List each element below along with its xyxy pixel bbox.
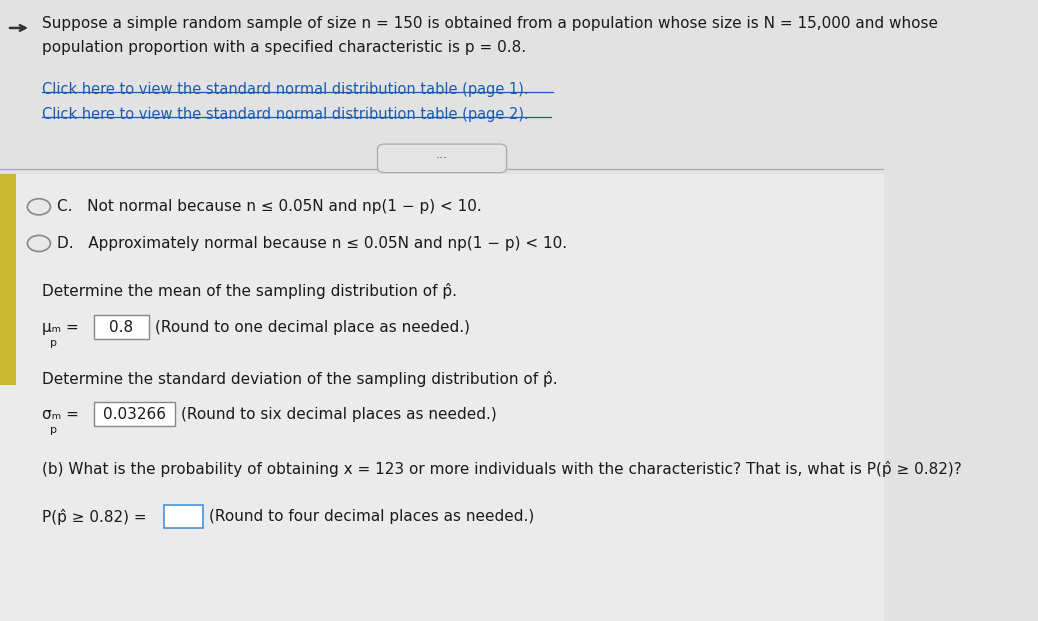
Circle shape xyxy=(27,199,51,215)
Text: Determine the mean of the sampling distribution of p̂.: Determine the mean of the sampling distr… xyxy=(43,283,458,299)
Text: (Round to four decimal places as needed.): (Round to four decimal places as needed.… xyxy=(209,509,534,524)
Text: (Round to one decimal place as needed.): (Round to one decimal place as needed.) xyxy=(155,320,470,335)
Text: population proportion with a specified characteristic is p = 0.8.: population proportion with a specified c… xyxy=(43,40,526,55)
Text: P(p̂ ≥ 0.82) =: P(p̂ ≥ 0.82) = xyxy=(43,509,152,525)
Text: (b) What is the probability of obtaining x = 123 or more individuals with the ch: (b) What is the probability of obtaining… xyxy=(43,461,962,477)
Text: p: p xyxy=(50,425,56,435)
Text: σₘ =: σₘ = xyxy=(43,407,79,422)
Text: Determine the standard deviation of the sampling distribution of p̂.: Determine the standard deviation of the … xyxy=(43,371,558,387)
Text: μₘ =: μₘ = xyxy=(43,320,79,335)
Text: C.   Not normal because n ≤ 0.05N and np(1 − p) < 10.: C. Not normal because n ≤ 0.05N and np(1… xyxy=(57,199,483,214)
FancyBboxPatch shape xyxy=(0,174,16,385)
Text: Click here to view the standard normal distribution table (page 1).: Click here to view the standard normal d… xyxy=(43,82,529,97)
Text: 0.03266: 0.03266 xyxy=(103,407,166,422)
FancyBboxPatch shape xyxy=(378,144,507,173)
FancyBboxPatch shape xyxy=(164,505,203,528)
Text: p: p xyxy=(50,338,56,348)
FancyBboxPatch shape xyxy=(93,315,148,339)
Text: ···: ··· xyxy=(436,152,448,165)
Text: (Round to six decimal places as needed.): (Round to six decimal places as needed.) xyxy=(182,407,497,422)
FancyBboxPatch shape xyxy=(93,402,175,426)
Text: Suppose a simple random sample of size n = 150 is obtained from a population who: Suppose a simple random sample of size n… xyxy=(43,16,938,30)
Text: D.   Approximately normal because n ≤ 0.05N and np(1 − p) < 10.: D. Approximately normal because n ≤ 0.05… xyxy=(57,236,568,251)
Text: Click here to view the standard normal distribution table (page 2).: Click here to view the standard normal d… xyxy=(43,107,529,122)
Circle shape xyxy=(27,235,51,252)
Text: 0.8: 0.8 xyxy=(109,320,133,335)
FancyBboxPatch shape xyxy=(0,174,884,621)
FancyBboxPatch shape xyxy=(0,0,884,174)
